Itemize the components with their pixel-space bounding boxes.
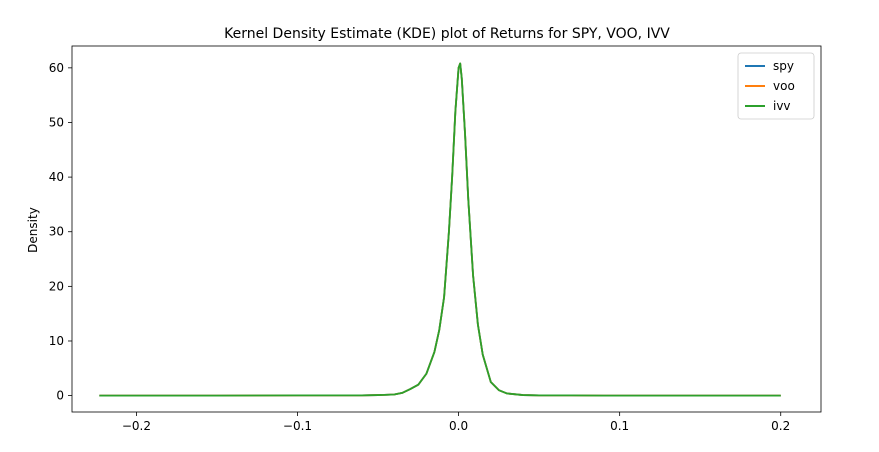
x-tick-label: 0.2 <box>771 419 790 433</box>
x-tick-label: −0.2 <box>122 419 151 433</box>
y-tick-label: 0 <box>56 389 64 403</box>
legend-label-spy: spy <box>773 59 794 73</box>
legend-label-ivv: ivv <box>773 99 791 113</box>
y-tick-label: 60 <box>49 61 64 75</box>
x-tick-label: −0.1 <box>283 419 312 433</box>
chart-title: Kernel Density Estimate (KDE) plot of Re… <box>224 26 670 42</box>
legend: spy voo ivv <box>737 52 815 120</box>
series-lines <box>99 62 781 397</box>
y-tick-label: 40 <box>49 170 64 184</box>
series-line-voo <box>99 62 781 397</box>
legend-label-voo: voo <box>773 79 795 93</box>
y-tick-label: 50 <box>49 115 64 129</box>
y-axis-label: Density <box>26 207 40 253</box>
x-tick-label: 0.0 <box>449 419 468 433</box>
series-line-ivv <box>99 62 781 397</box>
legend-box <box>737 52 815 120</box>
series-line-spy <box>99 62 781 397</box>
y-tick-label: 20 <box>49 279 64 293</box>
y-tick-label: 30 <box>49 225 64 239</box>
x-axis-ticks: −0.2 −0.1 0.0 0.1 0.2 <box>122 412 790 433</box>
plot-area-frame <box>71 45 822 413</box>
x-tick-label: 0.1 <box>610 419 629 433</box>
y-tick-label: 10 <box>49 334 64 348</box>
y-axis-ticks: 0 10 20 30 40 50 60 <box>49 61 72 403</box>
